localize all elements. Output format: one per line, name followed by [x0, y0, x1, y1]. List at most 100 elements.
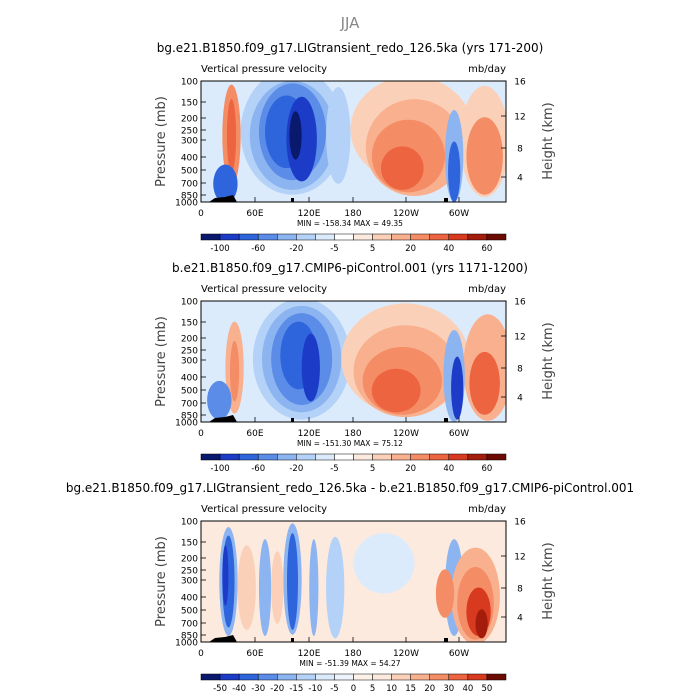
plot-frame — [200, 80, 507, 203]
y-tick-label: 100 — [181, 298, 198, 308]
y-tick-label: 250 — [181, 567, 198, 577]
x-tick-label: 0 — [198, 209, 204, 219]
right-string: mb/day — [468, 64, 506, 75]
plot-frame — [200, 300, 507, 423]
colorbar-label: 5 — [370, 464, 375, 474]
colorbar-label: -50 — [213, 684, 227, 694]
colorbar-label: 40 — [443, 464, 454, 474]
y-tick-label: 850 — [181, 412, 198, 422]
colorbar-label: 0 — [351, 684, 356, 694]
colorbar-label: -5 — [330, 684, 338, 694]
colorbar-swatch — [372, 673, 392, 681]
y-tick-label: 700 — [181, 400, 198, 410]
colorbar-swatch — [486, 673, 507, 681]
colorbar-swatch — [334, 233, 354, 241]
colorbar-label: -20 — [289, 244, 303, 254]
figure-title: JJA — [340, 14, 361, 32]
colorbar-swatch — [238, 453, 259, 461]
y-right-tick-label: 4 — [517, 614, 523, 624]
x-tick-label: 60W — [449, 209, 469, 219]
colorbar-label: 40 — [462, 684, 473, 694]
colorbar-swatch — [486, 453, 507, 461]
colorbar-swatch — [353, 233, 373, 241]
contour-region — [207, 380, 232, 420]
y-tick-label: 850 — [181, 192, 198, 202]
y-tick-label: 500 — [181, 387, 198, 397]
y-tick-label: 150 — [181, 99, 198, 109]
contour-region — [451, 356, 464, 420]
contour-region — [435, 569, 455, 618]
colorbar-swatch — [448, 233, 469, 241]
colorbar-label: 20 — [405, 464, 416, 474]
colorbar-label: -40 — [232, 684, 246, 694]
x-tick-label: 120W — [393, 429, 419, 439]
colorbar-swatch — [200, 453, 221, 461]
topography — [444, 418, 448, 422]
y-tick-label: 300 — [181, 357, 198, 367]
y-right-tick-label: 16 — [514, 298, 526, 308]
colorbar-swatch — [315, 673, 335, 681]
colorbar-label: 40 — [443, 244, 454, 254]
contour-region — [469, 351, 500, 415]
y-tick-label: 200 — [181, 115, 198, 125]
x-tick-label: 120E — [298, 209, 321, 219]
y-tick-label: 1000 — [175, 419, 198, 429]
topography — [291, 198, 294, 202]
contour-region — [326, 87, 351, 184]
topography — [209, 195, 237, 202]
contour-region — [353, 533, 415, 594]
colorbar-label: 10 — [386, 684, 397, 694]
colorbar-swatch — [296, 233, 316, 241]
colorbar-swatch — [429, 453, 450, 461]
contour-region — [226, 99, 237, 172]
colorbar-swatch — [277, 673, 297, 681]
contour-region — [258, 539, 272, 636]
colorbar-swatch — [238, 233, 259, 241]
x-tick-label: 180 — [344, 209, 361, 219]
colorbar-swatch — [296, 673, 316, 681]
y-tick-label: 400 — [181, 154, 198, 164]
colorbar-label: -30 — [251, 684, 265, 694]
contour-region — [237, 545, 256, 630]
colorbar-swatch — [257, 233, 278, 241]
colorbar-swatch — [219, 453, 240, 461]
contour-region — [271, 551, 284, 624]
right-string: mb/day — [468, 284, 506, 295]
x-tick-label: 120E — [298, 429, 321, 439]
y-right-tick-label: 16 — [514, 78, 526, 88]
contour-region — [380, 146, 424, 190]
colorbar-swatch — [429, 233, 450, 241]
colorbar-label: 50 — [482, 684, 493, 694]
y-tick-label: 200 — [181, 335, 198, 345]
y-tick-label: 850 — [181, 632, 198, 642]
min-max-stats: MIN = -51.39 MAX = 54.27 — [299, 659, 400, 668]
colorbar-swatch — [448, 453, 469, 461]
colorbar-label: 30 — [443, 684, 454, 694]
contour-field — [201, 301, 506, 422]
y-tick-label: 100 — [181, 518, 198, 528]
topography — [444, 638, 448, 642]
colorbar-swatch — [467, 233, 488, 241]
contour-field — [201, 521, 506, 642]
y-tick-label: 300 — [181, 577, 198, 587]
colorbar-swatch — [277, 233, 297, 241]
x-tick-label: 180 — [344, 649, 361, 659]
y-right-tick-label: 12 — [514, 333, 525, 343]
y-right-tick-label: 8 — [517, 365, 523, 375]
colorbar-swatch — [219, 673, 240, 681]
x-tick-label: 120E — [298, 649, 321, 659]
y-tick-label: 200 — [181, 555, 198, 565]
colorbar-swatch — [467, 453, 488, 461]
contour-region — [309, 539, 319, 636]
colorbar-swatch — [219, 233, 240, 241]
contour-region — [301, 333, 320, 402]
y-tick-label: 700 — [181, 620, 198, 630]
contour-region — [466, 117, 503, 195]
colorbar-label: 5 — [370, 244, 375, 254]
y-right-axis-label: Height (km) — [541, 542, 556, 619]
colorbar-label: -100 — [210, 244, 229, 254]
colorbar-swatch — [372, 453, 392, 461]
colorbar-swatch — [334, 673, 354, 681]
contour-region — [229, 340, 240, 402]
